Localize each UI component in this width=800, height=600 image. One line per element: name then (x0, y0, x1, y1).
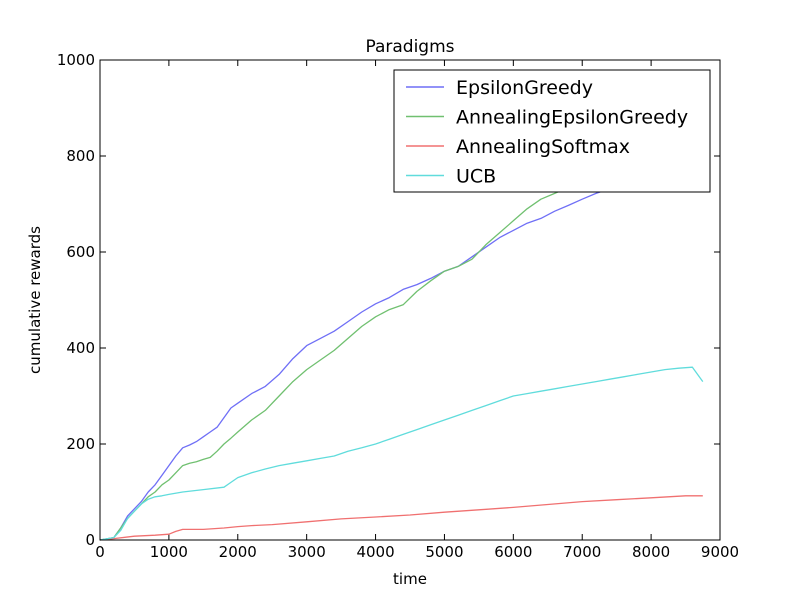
y-axis-label: cumulative rewards (26, 226, 44, 374)
series-line-epsilon-greedy (99, 185, 624, 541)
x-tick-label: 4000 (356, 543, 394, 561)
x-tick-label: 2000 (219, 543, 257, 561)
y-tick-label: 600 (66, 243, 95, 261)
legend-label: AnnealingSoftmax (456, 136, 630, 158)
x-tick-label: 8000 (632, 543, 670, 561)
legend-box (393, 69, 711, 193)
y-tick-label: 0 (85, 531, 95, 549)
chart-title: Paradigms (365, 37, 454, 57)
series-line-annealing-epsilon-greedy (99, 186, 569, 541)
series-line-ucb (99, 366, 704, 541)
series-layer (99, 185, 704, 541)
legend-label: EpsilonGreedy (456, 77, 593, 99)
y-tick-label: 800 (66, 147, 95, 165)
legend-label: AnnealingEpsilonGreedy (456, 107, 688, 129)
x-tick-label: 3000 (288, 543, 326, 561)
y-tick-label: 1000 (57, 51, 95, 69)
axis-ticks: 0 1000 2000 3000 4000 5000 6000 7000 8000 9000 0 20… (57, 51, 739, 561)
x-tick-label: 1000 (150, 543, 188, 561)
plot-frame (99, 59, 721, 541)
series-line-annealing-softmax (99, 495, 703, 541)
x-tick-label: 7000 (563, 543, 601, 561)
legend-label: UCB (456, 166, 496, 188)
y-tick-label: 400 (66, 339, 95, 357)
x-tick-label: 6000 (494, 543, 532, 561)
legend: EpsilonGreedy AnnealingEpsilonGreedy Annea… (393, 69, 711, 193)
x-tick-label: 9000 (701, 543, 739, 561)
x-axis-label: time (393, 570, 427, 588)
y-tick-label: 200 (66, 435, 95, 453)
x-tick-label: 0 (95, 543, 105, 561)
x-tick-label: 5000 (425, 543, 463, 561)
